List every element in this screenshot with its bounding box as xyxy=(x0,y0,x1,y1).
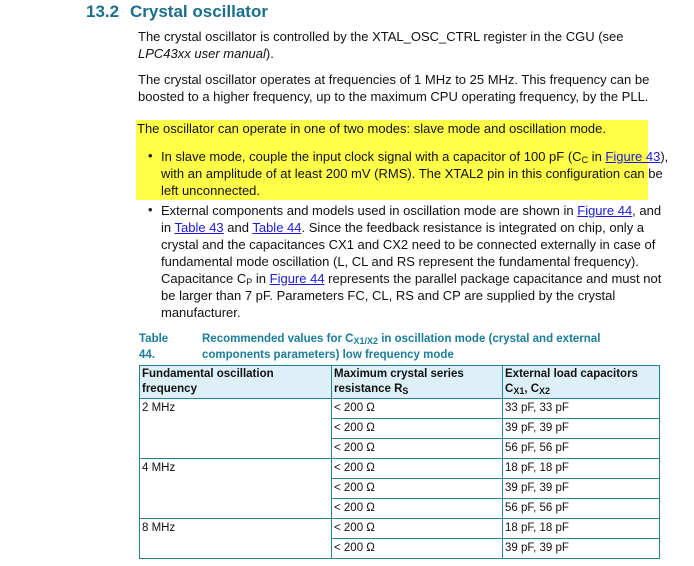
bullet-icon: • xyxy=(148,148,153,163)
cell-resistance: < 200 Ω xyxy=(331,538,503,559)
b2-text: External components and models used in o… xyxy=(161,203,578,218)
table-header-row: Fundamental oscillation frequency Maximu… xyxy=(139,365,660,399)
link-figure-44[interactable]: Figure 44 xyxy=(269,271,325,286)
paragraph-3: The oscillator can operate in one of two… xyxy=(137,121,606,136)
manual-reference: LPC43xx user manual xyxy=(138,46,266,61)
bullet-item-2: External components and models used in o… xyxy=(161,202,671,321)
cell-capacitors: 18 pF, 18 pF xyxy=(502,518,660,539)
cell-resistance: < 200 Ω xyxy=(331,498,503,519)
caption-a: Recommended values for C xyxy=(202,333,354,345)
header-resistance-sub: S xyxy=(402,386,409,396)
b2-text-d: . Since the feedback resistance is integ… xyxy=(161,220,656,286)
header-cap-mid: , C xyxy=(524,383,540,395)
header-resistance: Maximum crystal series resistance RS xyxy=(331,365,503,399)
cell-capacitors: 33 pF, 33 pF xyxy=(502,398,660,419)
section-number: 13.2 xyxy=(86,2,120,21)
caption-b: in oscillation mode (crystal and externa… xyxy=(202,333,601,361)
paragraph-2: The crystal oscillator operates at frequ… xyxy=(138,72,650,104)
table-row: < 200 Ω 39 pF, 39 pF xyxy=(140,538,660,559)
cell-frequency: 4 MHz xyxy=(139,458,332,519)
table-label: Table 44. xyxy=(139,333,169,361)
b1-text-c: ), with an amplitude of at least 200 mV … xyxy=(161,149,669,198)
section-title: Crystal oscillator xyxy=(130,2,268,21)
b2-sub: P xyxy=(246,277,253,287)
para1-text: The crystal oscillator is controlled by … xyxy=(138,29,624,44)
recommended-values-table: Fundamental oscillation frequency Maximu… xyxy=(139,365,660,559)
cell-resistance: < 200 Ω xyxy=(331,418,503,439)
b2-text-f: represents the parallel package capacita… xyxy=(161,271,662,320)
header-resistance-text: Maximum crystal series resistance R xyxy=(334,368,464,395)
cell-capacitors: 39 pF, 39 pF xyxy=(502,418,660,439)
link-figure-43[interactable]: Figure 43 xyxy=(605,149,661,164)
table-row: < 200 Ω 39 pF, 39 pF xyxy=(140,418,660,439)
table-row: < 200 Ω 39 pF, 39 pF xyxy=(140,478,660,499)
bullet-item-1: In slave mode, couple the input clock si… xyxy=(161,148,671,199)
link-table-43[interactable]: Table 43 xyxy=(174,220,224,235)
cell-resistance: < 200 Ω xyxy=(331,398,503,419)
b1-text-b: in xyxy=(588,149,606,164)
cell-resistance: < 200 Ω xyxy=(331,478,503,499)
highlight xyxy=(136,120,648,200)
b2-text-e: in xyxy=(252,271,270,286)
b1-text: In slave mode, couple the input clock si… xyxy=(161,149,582,164)
paragraph-1: The crystal oscillator is controlled by … xyxy=(138,28,668,62)
header-frequency: Fundamental oscillation frequency xyxy=(139,365,332,399)
table-row: 8 MHz < 200 Ω 18 pF, 18 pF xyxy=(139,518,660,559)
para1-tail: ). xyxy=(265,46,274,61)
cell-resistance: < 200 Ω xyxy=(331,518,503,539)
cell-frequency: 2 MHz xyxy=(139,398,332,459)
cell-capacitors: 39 pF, 39 pF xyxy=(502,478,660,499)
cell-frequency: 8 MHz xyxy=(139,518,332,559)
table-row: < 200 Ω 56 pF, 56 pF xyxy=(140,438,660,459)
cell-capacitors: 18 pF, 18 pF xyxy=(502,458,660,479)
section-heading: 13.2 Crystal oscillator xyxy=(86,2,268,22)
b1-sub: C xyxy=(581,155,589,165)
header-capacitors: External load capacitors CX1, CX2 xyxy=(502,365,660,399)
cell-capacitors: 56 pF, 56 pF xyxy=(502,498,660,519)
b2-text-c: and xyxy=(223,220,253,235)
header-cap-text: External load capacitors C xyxy=(505,368,638,395)
header-cap-sub1: X1 xyxy=(513,386,525,396)
header-cap-sub2: X2 xyxy=(539,386,551,396)
table-row: 4 MHz < 200 Ω 18 pF, 18 pF xyxy=(139,458,660,519)
link-table-44[interactable]: Table 44 xyxy=(252,220,302,235)
cell-resistance: < 200 Ω xyxy=(331,458,503,479)
cell-resistance: < 200 Ω xyxy=(331,438,503,459)
table-row: 2 MHz < 200 Ω 33 pF, 33 pF xyxy=(139,398,660,459)
b2-text-b: , and in xyxy=(161,203,662,235)
bullet-icon: • xyxy=(148,202,153,217)
cell-capacitors: 39 pF, 39 pF xyxy=(502,538,660,559)
cell-capacitors: 56 pF, 56 pF xyxy=(502,438,660,459)
caption-sub: X1/X2 xyxy=(353,336,378,346)
link-figure-44[interactable]: Figure 44 xyxy=(577,203,633,218)
